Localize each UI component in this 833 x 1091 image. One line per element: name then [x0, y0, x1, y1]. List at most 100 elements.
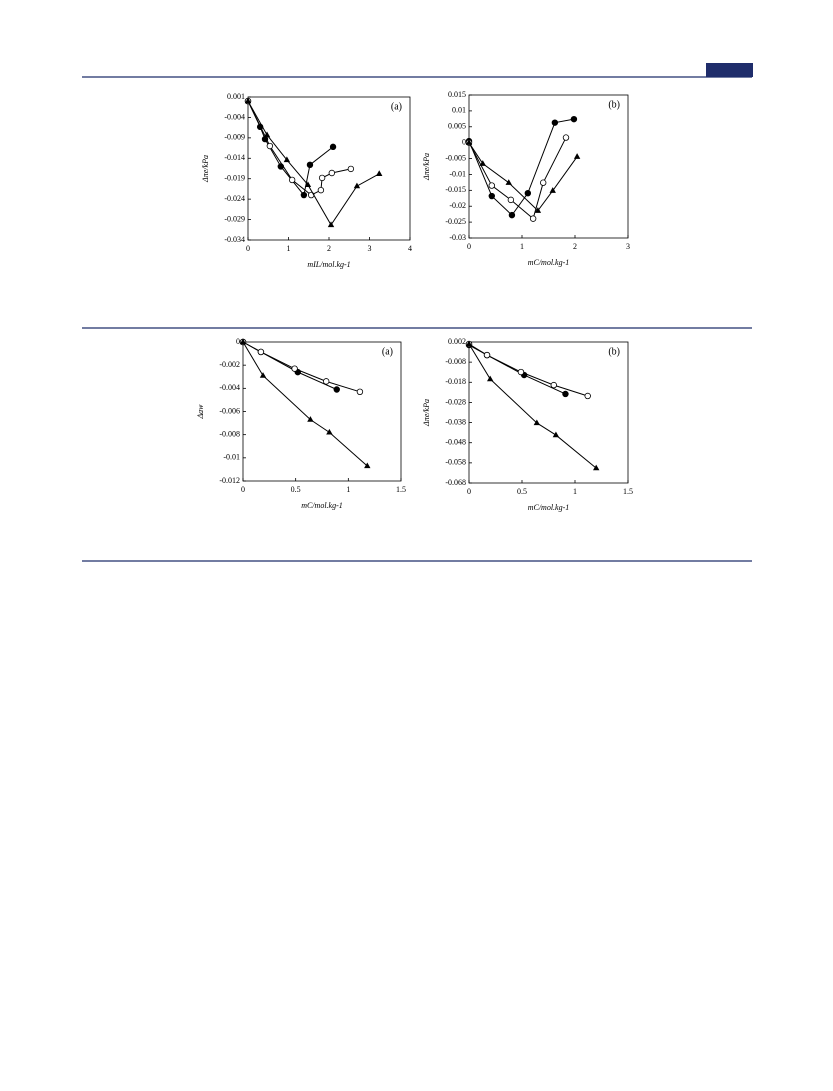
y-tick-label: -0.029 [224, 214, 245, 223]
series-line [242, 341, 368, 467]
marker [517, 368, 525, 376]
y-tick-label: -0.02 [449, 201, 466, 210]
y-tick-label: -0.01 [223, 453, 240, 462]
marker [347, 165, 355, 173]
plot-frame [468, 341, 629, 484]
marker [244, 97, 252, 104]
y-tick-label: -0.014 [224, 153, 245, 162]
marker [524, 189, 532, 197]
y-tick-label: -0.025 [445, 217, 466, 226]
marker [283, 156, 291, 163]
x-tick-label: 4 [408, 244, 412, 253]
marker [307, 416, 314, 422]
y-tick-label: 0.005 [448, 122, 466, 131]
x-tick-label: 3 [626, 242, 630, 251]
y-tick-label: 0.015 [448, 90, 466, 99]
marker [318, 174, 326, 182]
y-tick-label: -0.038 [445, 417, 466, 426]
marker [266, 142, 274, 150]
marker [562, 390, 569, 398]
marker [483, 351, 491, 359]
y-tick-label: 0.01 [452, 106, 466, 115]
x-tick-label: 1 [287, 244, 291, 253]
x-tick-label: 3 [368, 244, 372, 253]
marker [327, 221, 335, 228]
series-line [468, 118, 575, 216]
x-tick-label: 1 [346, 485, 350, 494]
series-line [247, 100, 380, 226]
x-tick-label: 0.5 [291, 485, 301, 494]
x-tick-label: 1.5 [396, 485, 406, 494]
y-tick-label: -0.005 [445, 153, 466, 162]
marker [304, 181, 312, 188]
marker [551, 119, 559, 126]
y-tick-label: -0.004 [224, 112, 245, 121]
marker [479, 160, 486, 166]
y-tick-label: -0.01 [449, 169, 466, 178]
marker [552, 431, 560, 438]
x-axis-label: mC/mol.kg-1 [528, 258, 570, 267]
marker [584, 392, 591, 400]
marker [529, 215, 537, 222]
marker [508, 211, 516, 219]
marker [329, 143, 337, 151]
panel-label: (a) [382, 346, 393, 357]
y-axis-label: Δπe/kPa [422, 153, 431, 181]
header-tab [706, 63, 753, 77]
plot-frame [247, 96, 411, 241]
marker [326, 428, 333, 435]
x-axis-label: mC/mol.kg-1 [528, 503, 570, 512]
marker [291, 365, 298, 372]
marker [593, 464, 600, 471]
y-tick-label: -0.048 [445, 438, 466, 447]
y-tick-label: -0.009 [224, 133, 245, 142]
marker [317, 186, 325, 194]
marker [534, 207, 542, 213]
y-tick-label: -0.03 [449, 233, 466, 242]
series-line [468, 142, 578, 212]
marker [376, 170, 383, 177]
marker [549, 187, 556, 193]
marker [540, 179, 547, 186]
series-line [468, 137, 567, 220]
marker [550, 381, 557, 389]
y-tick-label: -0.058 [445, 458, 466, 467]
marker [570, 115, 578, 123]
marker [263, 131, 271, 138]
x-tick-label: 2 [327, 244, 331, 253]
y-axis-label: Δaw [196, 404, 205, 420]
y-tick-label: -0.024 [224, 194, 245, 203]
marker [323, 378, 330, 385]
x-tick-label: 1.5 [623, 487, 633, 496]
marker [356, 388, 364, 396]
marker [533, 419, 541, 426]
marker [488, 192, 495, 200]
x-tick-label: 0 [241, 485, 245, 494]
y-axis-label: Δπe/kPa [201, 155, 210, 183]
y-tick-label: -0.018 [445, 377, 466, 386]
y-tick-label: -0.008 [445, 357, 466, 366]
marker [505, 179, 512, 185]
marker [353, 182, 361, 189]
marker [328, 169, 336, 177]
marker [487, 375, 494, 382]
series-line [468, 343, 597, 469]
y-tick-label: -0.034 [224, 235, 245, 244]
y-tick-label: -0.015 [445, 185, 466, 194]
marker [300, 191, 308, 199]
x-axis-label: mIL/mol.kg-1 [307, 260, 350, 269]
panel-label: (a) [391, 101, 402, 112]
y-tick-label: 0 [236, 337, 240, 346]
y-tick-label: 0 [462, 137, 466, 146]
y-axis-label: Δπe/kPa [422, 399, 431, 427]
y-tick-label: -0.019 [224, 174, 245, 183]
marker [257, 348, 265, 356]
marker [259, 372, 267, 378]
panel-label: (b) [608, 346, 620, 357]
x-tick-label: 1 [573, 487, 577, 496]
x-axis-label: mC/mol.kg-1 [301, 501, 343, 510]
x-tick-label: 0 [467, 242, 471, 251]
x-tick-label: 0 [246, 244, 250, 253]
